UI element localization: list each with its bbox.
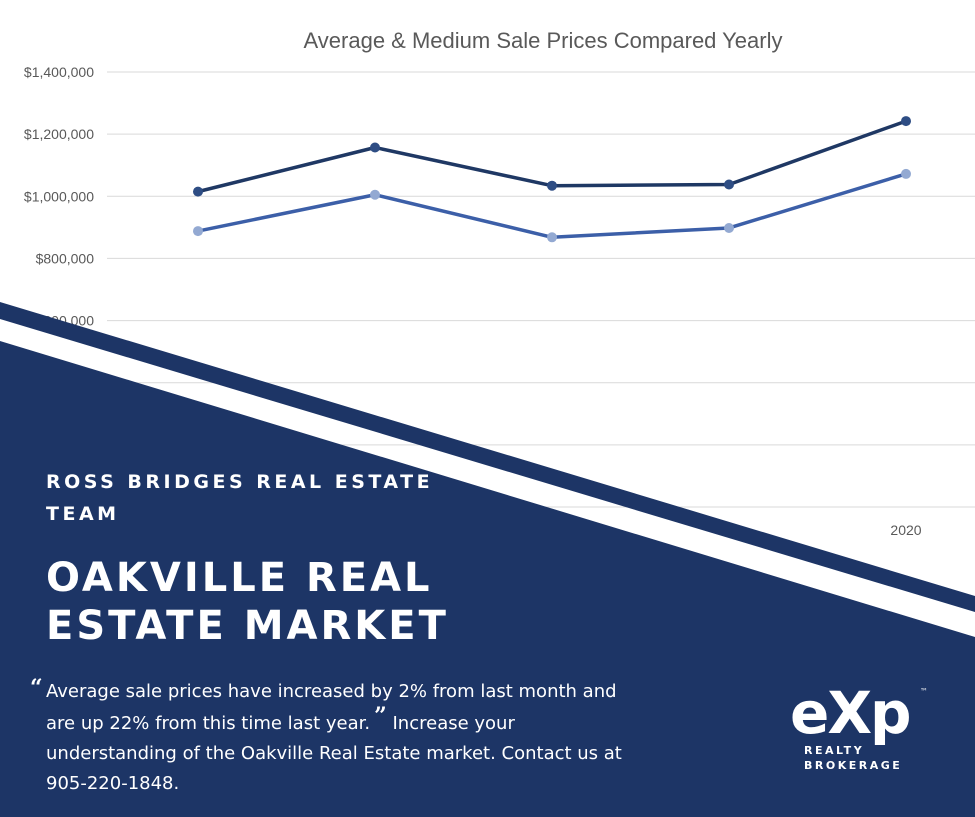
logo-wordmark: eXp [790,679,912,747]
data-point-median [370,189,380,200]
logo-trademark: ™ [920,687,928,696]
logo-realty-label: REALTY [804,744,865,757]
team-name: ROSS BRIDGES REAL ESTATE TEAM [46,471,434,525]
data-point-median [193,226,203,237]
y-tick-label: $1,000,000 [24,188,94,204]
chart-title: Average & Medium Sale Prices Compared Ye… [304,28,783,53]
y-axis-tick-labels: $1,400,000$1,200,000$1,000,000$800,000$6… [24,64,94,329]
data-point-median [724,222,734,233]
data-point-average [724,179,734,190]
x-tick-label: 2020 [890,522,921,538]
y-tick-label: $1,200,000 [24,126,94,142]
data-point-median [901,168,911,179]
market-summary: “Average sale prices have increased by 2… [30,675,626,799]
chart-series [193,116,911,243]
banner-main-panel [0,341,975,817]
data-point-average [370,142,380,153]
y-tick-label: $1,400,000 [24,64,94,80]
y-tick-label: $800,000 [36,250,95,266]
logo-brokerage-label: BROKERAGE [804,759,903,772]
open-quote-mark: “ [30,675,43,701]
x-axis-tick-labels: 2020 [890,522,921,538]
data-point-median [547,232,557,243]
close-quote-mark: ” [374,703,387,729]
headline: OAKVILLE REAL ESTATE MARKET [46,555,449,649]
banner-top-wedge [0,302,975,612]
data-point-average [193,186,203,197]
quote-text: Average sale prices have increased by 2%… [46,681,617,734]
exp-realty-logo: eXp ™ REALTY BROKERAGE [790,683,940,783]
data-point-average [901,116,911,127]
data-point-average [547,180,557,191]
contact-text: Increase your understanding of the Oakvi… [46,713,622,794]
